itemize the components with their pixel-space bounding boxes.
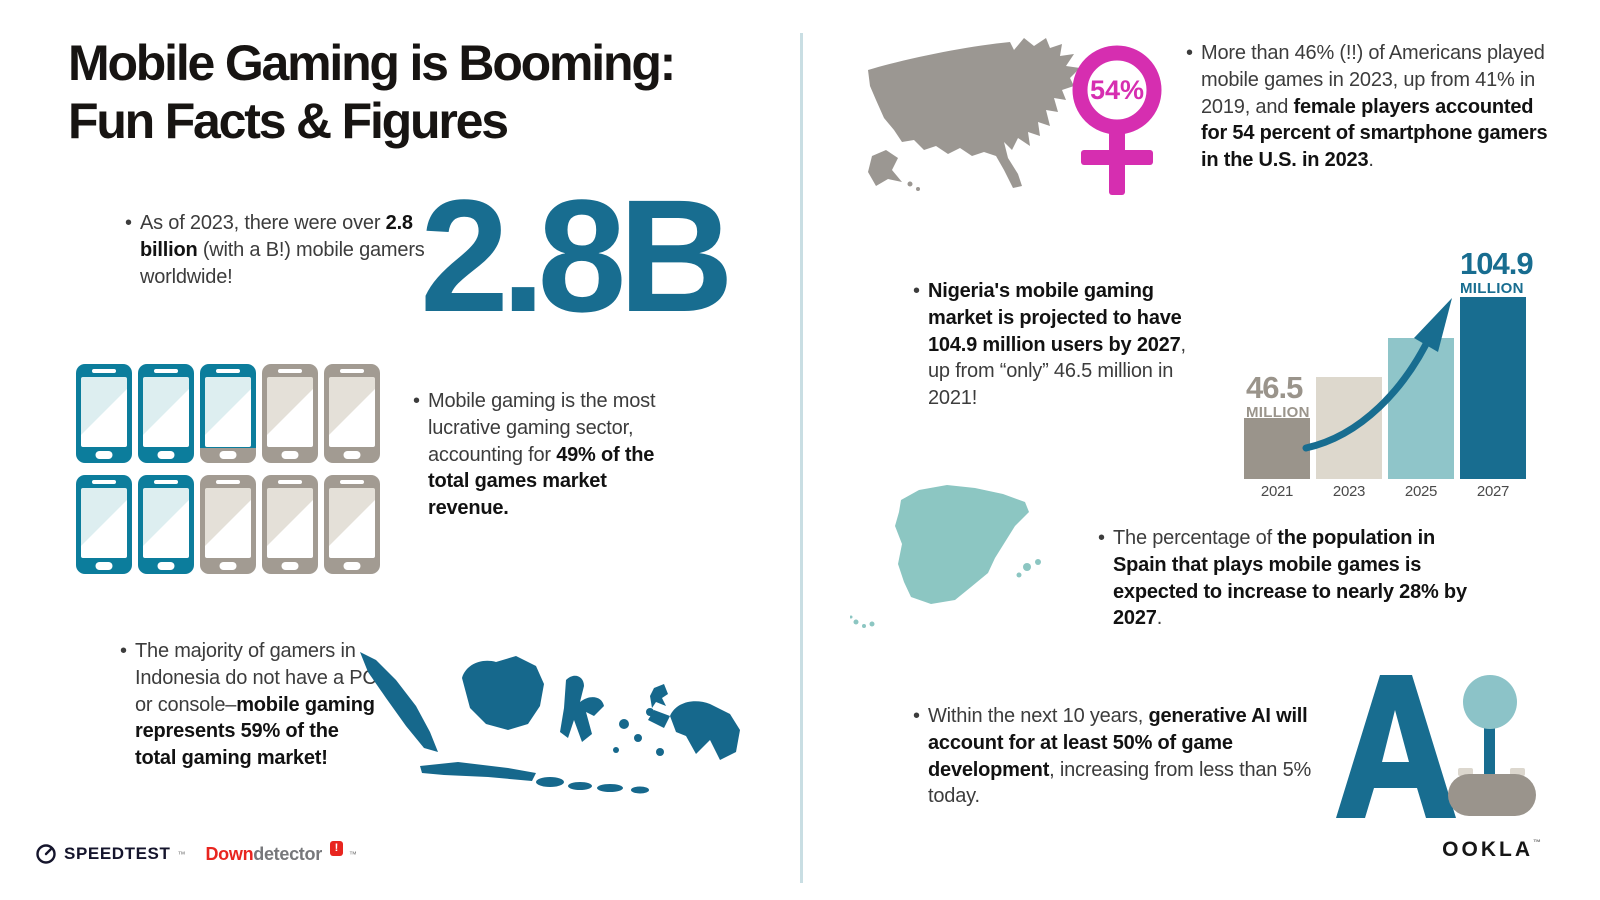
phone-speaker (340, 369, 364, 373)
phone-home-button (343, 451, 361, 459)
bar-2027: 2027 (1460, 297, 1526, 500)
bullet-nigeria: Nigeria's mobile gaming market is projec… (913, 278, 1186, 412)
phone-speaker (278, 369, 302, 373)
phone-icon (200, 475, 256, 574)
page-title-line1: Mobile Gaming is Booming: (68, 35, 676, 91)
page-title-line2: Fun Facts & Figures (68, 93, 509, 149)
phone-home-button (219, 451, 237, 459)
bar-year-label: 2025 (1404, 483, 1438, 500)
bar-2021: 2021 (1244, 297, 1310, 500)
phone-screen (143, 488, 189, 558)
speedtest-gauge-icon (36, 844, 56, 864)
downdetector-wordmark-red: Down (205, 843, 254, 864)
phone-speaker (154, 480, 178, 484)
ookla-wordmark: OOKLA (1442, 838, 1533, 861)
ai-joystick-icon (1336, 675, 1536, 818)
phone-screen (205, 488, 251, 558)
bar-rect (1244, 418, 1310, 479)
page-title: Mobile Gaming is Booming: Fun Facts & Fi… (68, 34, 676, 150)
bullet-spain: The percentage of the population in Spai… (1098, 525, 1475, 632)
phone-speaker (154, 369, 178, 373)
phone-speaker (216, 369, 240, 373)
bar-rect (1460, 297, 1526, 479)
phone-icon (138, 475, 194, 574)
column-divider (800, 33, 803, 883)
female-symbol-icon: 54% (1072, 45, 1162, 195)
phone-icon (262, 364, 318, 463)
ookla-logo: OOKLA™ (1442, 838, 1544, 862)
phone-screen (81, 488, 127, 558)
phone-home-button (95, 562, 113, 570)
phone-speaker (92, 480, 116, 484)
chart-value-label-2021: 46.5 MILLION (1246, 370, 1310, 421)
bar-year-label: 2021 (1260, 483, 1294, 500)
chart-value-label-2027: 104.9 MILLION (1460, 246, 1534, 297)
big-stat-2-8b: 2.8B (420, 166, 734, 345)
phone-speaker (216, 480, 240, 484)
phone-icon (262, 475, 318, 574)
downdetector-trademark: ™ (348, 849, 357, 859)
downdetector-wordmark-gray: detector (253, 843, 322, 864)
phone-home-button (219, 562, 237, 570)
speedtest-wordmark: SPEEDTEST (64, 844, 171, 863)
phone-speaker (92, 369, 116, 373)
phone-icon (324, 475, 380, 574)
phone-icon (76, 364, 132, 463)
phone-screen (267, 488, 313, 558)
spain-map (850, 485, 1041, 628)
phone-home-button (281, 562, 299, 570)
phone-screen (81, 377, 127, 447)
speedtest-trademark: ™ (177, 849, 186, 859)
phone-grid (76, 364, 426, 579)
bar-year-label: 2023 (1332, 483, 1366, 500)
phone-icon (324, 364, 380, 463)
footer-brands: SPEEDTEST ™ Down detector ! ™ (35, 840, 357, 865)
phone-speaker (278, 480, 302, 484)
female-share-value: 54% (1090, 75, 1144, 105)
phone-icon (76, 475, 132, 574)
phone-screen (329, 377, 375, 447)
phone-icon (200, 364, 256, 463)
bar-rect (1388, 338, 1454, 479)
downdetector-badge-icon: ! (329, 840, 343, 856)
phone-home-button (343, 562, 361, 570)
bullet-worldwide-gamers: As of 2023, there were over 2.8 billion … (125, 210, 428, 290)
phone-speaker (340, 480, 364, 484)
phone-screen (329, 488, 375, 558)
growth-arrow-icon (1302, 298, 1452, 452)
phone-home-button (157, 451, 175, 459)
phone-screen (205, 377, 251, 447)
speedtest-logo: SPEEDTEST ™ (35, 843, 185, 865)
phone-home-button (95, 451, 113, 459)
bar-year-label: 2027 (1476, 483, 1510, 500)
bar-2025: 2025 (1388, 297, 1454, 500)
bullet-indonesia: The majority of gamers in Indonesia do n… (120, 638, 383, 772)
us-map (868, 38, 1080, 191)
bullet-generative-ai: Within the next 10 years, generative AI … (913, 703, 1316, 810)
phone-icon (138, 364, 194, 463)
phone-home-button (157, 562, 175, 570)
bullet-usa-female-gamers: More than 46% (!!) of Americans played m… (1186, 40, 1549, 174)
downdetector-logo: Down detector ! ™ (205, 840, 357, 865)
bullet-revenue-share: Mobile gaming is the most lucrative gami… (413, 388, 676, 522)
ookla-trademark: ™ (1533, 838, 1544, 847)
phone-home-button (281, 451, 299, 459)
phone-screen (143, 377, 189, 447)
phone-screen (267, 377, 313, 447)
indonesia-map (360, 652, 740, 794)
